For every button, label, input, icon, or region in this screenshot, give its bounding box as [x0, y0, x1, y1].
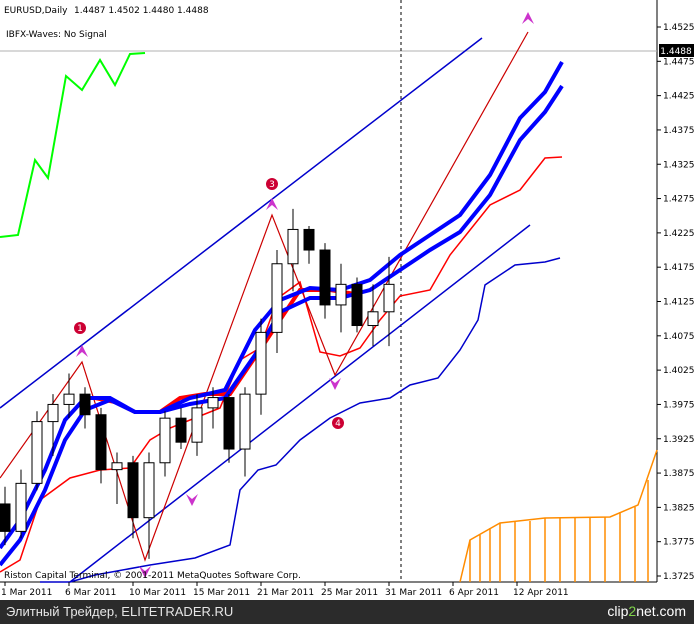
price-tick-label: 1.4375	[663, 126, 694, 136]
candle-body	[111, 462, 123, 471]
ma-slow-line	[0, 84, 564, 567]
price-tick-label: 1.3825	[663, 503, 694, 513]
price-tick-label: 1.3925	[663, 435, 694, 445]
price-tick-label: 1.4125	[663, 298, 694, 308]
price-tick-label: 1.4325	[663, 160, 694, 170]
candle-body	[255, 331, 267, 395]
candle-body	[207, 397, 219, 409]
price-tick-label: 1.4425	[663, 92, 694, 102]
wave-arrows	[76, 12, 534, 578]
candles-group	[0, 208, 395, 559]
svg-text:1: 1	[77, 324, 83, 334]
chart-background	[0, 0, 694, 600]
date-tick-label: 1 Mar 2011	[1, 588, 52, 598]
svg-text:3: 3	[269, 180, 275, 190]
watermark-part-c: net.com	[636, 603, 686, 619]
candle-body	[15, 482, 27, 532]
price-tick-label: 1.4225	[663, 229, 694, 239]
price-tick-label: 1.3775	[663, 538, 694, 548]
price-tick-label: 1.4025	[663, 366, 694, 376]
channel-upper-line	[0, 37, 483, 409]
candle-body	[383, 283, 395, 313]
price-tick-label: 1.4075	[663, 332, 694, 342]
date-tick-label: 12 Apr 2011	[513, 588, 569, 598]
watermark-part-a: clip	[607, 603, 629, 619]
candle-body	[95, 414, 107, 471]
footer-watermark: clip2net.com	[607, 603, 686, 619]
candle-body	[367, 311, 379, 327]
svg-text:4: 4	[335, 419, 341, 429]
candle-body	[223, 397, 235, 450]
candle-body	[47, 403, 59, 423]
candle-body	[319, 249, 331, 306]
wave-labels: 1 3 4	[74, 178, 344, 429]
price-tick-label: 1.4275	[663, 195, 694, 205]
copyright-label: Riston Capital Terminal, © 2001-2011 Met…	[4, 571, 301, 581]
date-tick-label: 10 Mar 2011	[129, 588, 186, 598]
ohlc-label: 1.4487 1.4502 1.4480 1.4488	[74, 6, 209, 16]
candle-body	[175, 417, 187, 443]
date-tick-label: 21 Mar 2011	[257, 588, 314, 598]
candle-body	[31, 421, 43, 484]
price-axis: 1.4525 1.4475 1.4425 1.4375 1.4325 1.4275 1.42…	[657, 23, 694, 582]
date-tick-label: 25 Mar 2011	[321, 588, 378, 598]
footer-bar: Элитный Трейдер, ELITETRADER.RU clip2net…	[0, 600, 694, 624]
ichimoku-cloud	[459, 449, 658, 583]
candle-body	[143, 462, 155, 519]
symbol-label: EURUSD,Daily	[4, 6, 68, 16]
price-tick-label: 1.4175	[663, 263, 694, 273]
candle-body	[79, 393, 91, 416]
watermark-part-b: 2	[628, 603, 637, 619]
ma-fast-line	[0, 61, 564, 550]
price-tick-label: 1.4525	[663, 23, 694, 33]
candle-body	[271, 263, 283, 333]
date-tick-label: 6 Mar 2011	[65, 588, 116, 598]
candle-body	[351, 283, 363, 327]
candle-body	[335, 283, 347, 306]
channel-lower-line	[69, 224, 531, 583]
current-price-label: 1.4488	[660, 47, 692, 57]
footer-source-text: Элитный Трейдер, ELITETRADER.RU	[6, 604, 234, 619]
candle-body	[239, 393, 251, 450]
candle-body	[159, 417, 171, 464]
date-tick-label: 15 Mar 2011	[193, 588, 250, 598]
time-axis: 1 Mar 2011 6 Mar 2011 10 Mar 2011 15 Mar 20…	[1, 582, 569, 598]
senkou-line	[40, 257, 561, 583]
price-tick-label: 1.4475	[663, 57, 694, 67]
candle-body	[191, 407, 203, 443]
indicator-label: IBFX-Waves: No Signal	[6, 30, 107, 40]
candle-body	[63, 393, 75, 405]
candle-body	[0, 503, 11, 532]
candle-body	[287, 228, 299, 265]
price-tick-label: 1.3875	[663, 469, 694, 479]
price-chart: 1 3 4 1.4525 1.4475 1.4425 1.4375 1.4325 1.42…	[0, 0, 694, 600]
date-tick-label: 6 Apr 2011	[449, 588, 499, 598]
current-price-box	[659, 44, 694, 57]
zigzag-line	[0, 31, 529, 562]
green-wave-line	[0, 52, 146, 238]
price-tick-label: 1.3725	[663, 572, 694, 582]
candle-body	[303, 228, 315, 251]
date-tick-label: 31 Mar 2011	[385, 588, 442, 598]
price-tick-label: 1.3975	[663, 400, 694, 410]
candle-body	[127, 462, 139, 519]
